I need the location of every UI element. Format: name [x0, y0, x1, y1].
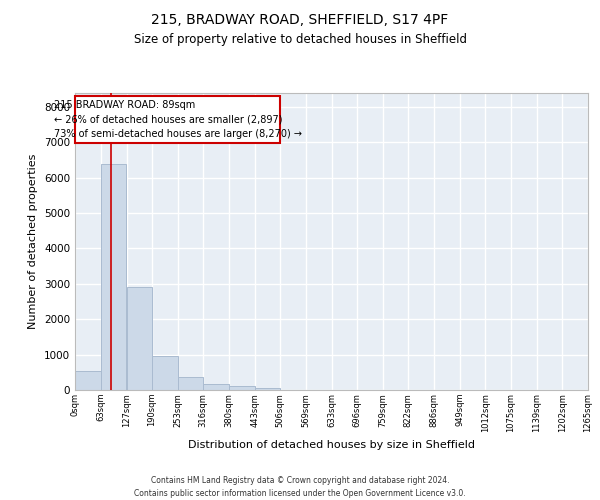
Bar — [178, 377, 203, 390]
Bar — [127, 286, 152, 390]
Bar — [203, 384, 229, 390]
Bar — [75, 371, 101, 390]
Y-axis label: Number of detached properties: Number of detached properties — [28, 154, 38, 329]
X-axis label: Distribution of detached houses by size in Sheffield: Distribution of detached houses by size … — [188, 440, 475, 450]
Text: 215 BRADWAY ROAD: 89sqm
← 26% of detached houses are smaller (2,897)
73% of semi: 215 BRADWAY ROAD: 89sqm ← 26% of detache… — [53, 100, 302, 140]
Bar — [152, 356, 178, 390]
Text: 215, BRADWAY ROAD, SHEFFIELD, S17 4PF: 215, BRADWAY ROAD, SHEFFIELD, S17 4PF — [151, 12, 449, 26]
Text: Contains HM Land Registry data © Crown copyright and database right 2024.
Contai: Contains HM Land Registry data © Crown c… — [134, 476, 466, 498]
Bar — [229, 386, 254, 390]
FancyBboxPatch shape — [75, 96, 280, 143]
Bar — [254, 388, 280, 390]
Text: Size of property relative to detached houses in Sheffield: Size of property relative to detached ho… — [133, 32, 467, 46]
Bar — [101, 164, 126, 390]
